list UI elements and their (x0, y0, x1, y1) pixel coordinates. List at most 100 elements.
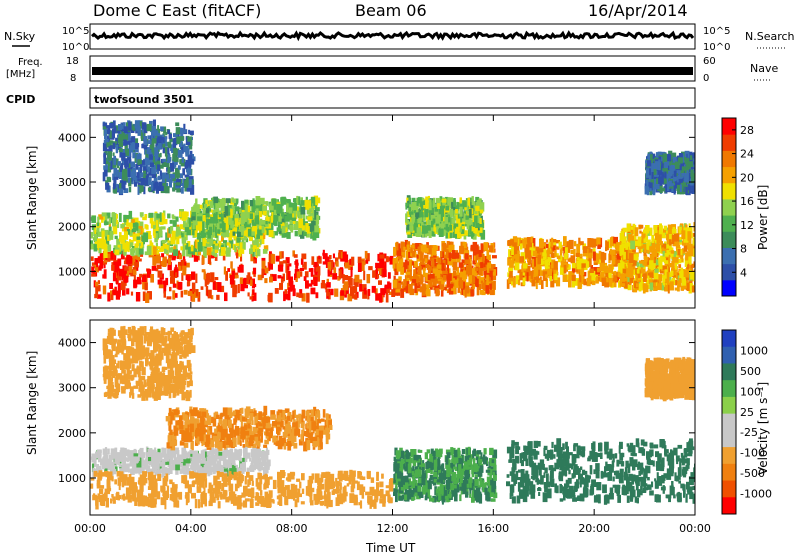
data-cell (522, 277, 526, 286)
data-cell (576, 260, 582, 270)
data-cell (651, 170, 654, 179)
data-cell (181, 211, 186, 221)
data-cell (433, 273, 438, 283)
data-cell (688, 256, 692, 265)
data-cell (152, 246, 157, 255)
data-cell (567, 264, 571, 270)
data-cell (654, 268, 659, 273)
data-cell (297, 196, 301, 205)
data-cell (340, 290, 345, 296)
data-cell (520, 243, 523, 250)
data-cell (417, 269, 422, 275)
data-cell (182, 265, 187, 276)
data-cell (412, 210, 416, 221)
data-cell (492, 272, 497, 280)
data-cell (344, 262, 349, 269)
data-cell (453, 276, 457, 280)
data-cell (208, 278, 212, 282)
data-cell (254, 237, 259, 243)
data-cell (358, 279, 363, 284)
data-cell (687, 231, 692, 241)
data-cell (131, 228, 137, 233)
data-cell (201, 269, 206, 273)
data-cell (647, 160, 652, 167)
data-cell (568, 239, 574, 250)
data-cell (587, 248, 590, 257)
data-cell (653, 281, 656, 287)
data-cell (544, 259, 549, 269)
data-cell (281, 233, 286, 238)
data-cell (353, 286, 358, 294)
data-cell (112, 219, 117, 227)
data-cell (119, 147, 122, 158)
data-cell (663, 225, 667, 230)
data-cell (153, 147, 159, 157)
data-cell (213, 201, 217, 207)
data-cell (676, 242, 679, 252)
data-cell (669, 232, 672, 243)
data-cell (137, 186, 140, 195)
data-cell (330, 288, 334, 296)
data-cell (589, 252, 593, 259)
data-cell (114, 286, 117, 293)
data-cell (181, 260, 185, 270)
data-cell (630, 226, 634, 230)
data-cell (357, 256, 362, 263)
data-cell (167, 213, 171, 219)
data-cell (611, 255, 616, 265)
data-cell (674, 233, 679, 242)
data-cell (287, 270, 291, 280)
data-cell (624, 278, 628, 282)
data-cell (106, 165, 112, 173)
data-cell (145, 224, 149, 230)
data-cell (240, 283, 245, 292)
data-cell (600, 271, 605, 279)
data-cell (122, 122, 126, 130)
data-cell (434, 206, 439, 212)
data-cell (247, 276, 252, 284)
data-cell (103, 154, 106, 164)
data-cell (167, 157, 171, 163)
data-cell (201, 242, 205, 252)
data-cell (136, 154, 141, 164)
data-cell (454, 206, 457, 210)
data-cell (134, 243, 139, 251)
data-cell (173, 156, 179, 163)
data-cell (107, 234, 111, 241)
data-cell (237, 266, 241, 273)
data-cell (274, 288, 279, 294)
data-cell (245, 211, 250, 219)
data-cell (623, 251, 626, 260)
data-cell (691, 177, 694, 184)
data-cell (297, 207, 301, 217)
data-cell (327, 292, 331, 300)
data-cell (256, 229, 260, 239)
data-cell (397, 282, 401, 290)
data-cell (278, 220, 283, 224)
data-cell (238, 249, 242, 257)
data-cell (176, 182, 181, 186)
data-cell (492, 255, 497, 259)
data-cell (197, 242, 203, 252)
data-cell (539, 251, 543, 259)
data-cell (145, 465, 151, 474)
data-cell (524, 244, 530, 252)
station-title: Dome C East (fitACF) (93, 1, 261, 20)
data-cell (436, 214, 441, 222)
data-cell (185, 243, 189, 250)
data-cell (158, 468, 161, 477)
data-cell (589, 275, 594, 282)
data-cell (630, 240, 635, 249)
data-cell (250, 252, 255, 262)
data-cell (445, 222, 449, 231)
data-cell (241, 241, 246, 250)
data-cell (672, 157, 678, 163)
data-cell (117, 161, 122, 166)
data-cell (667, 242, 672, 253)
data-cell (245, 238, 249, 243)
data-cell (457, 205, 462, 209)
data-cell (329, 255, 332, 259)
data-cell (472, 241, 478, 252)
data-cell (120, 281, 126, 291)
data-cell (619, 280, 622, 285)
